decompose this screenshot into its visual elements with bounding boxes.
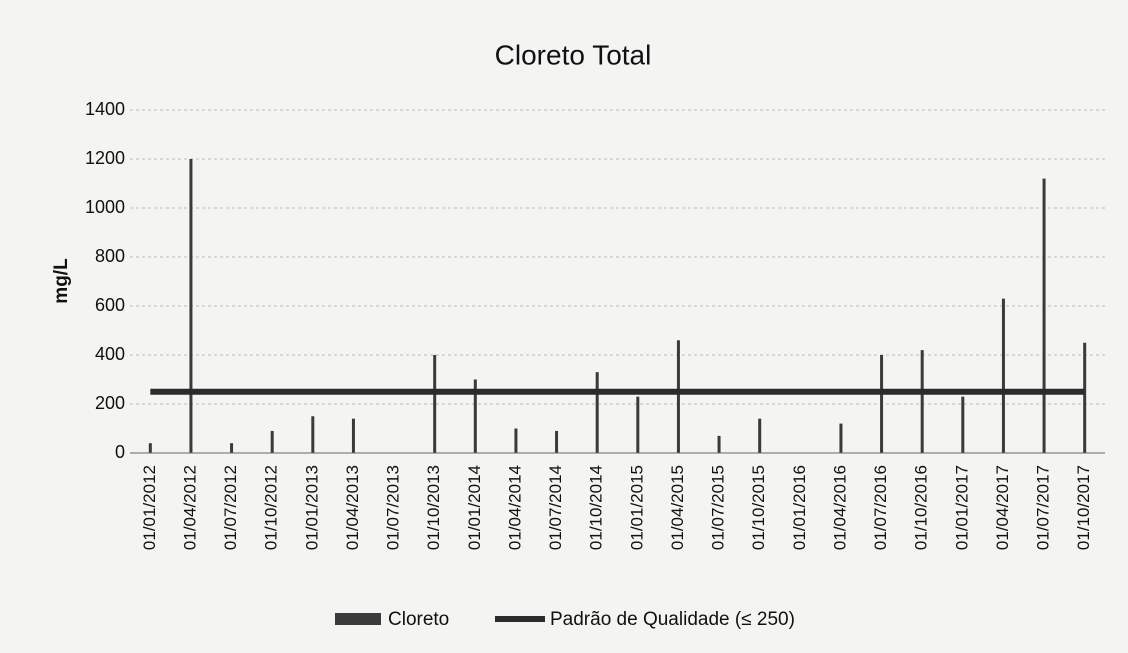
bar bbox=[514, 428, 518, 453]
y-tick-label: 200 bbox=[95, 393, 125, 413]
x-tick-label: 01/07/2017 bbox=[1034, 465, 1053, 550]
x-tick-label: 01/01/2014 bbox=[465, 465, 484, 550]
bar bbox=[961, 396, 965, 453]
x-tick-label: 01/07/2015 bbox=[709, 465, 728, 550]
bar bbox=[148, 443, 152, 453]
x-tick-label: 01/01/2013 bbox=[302, 465, 321, 550]
bar bbox=[676, 340, 680, 453]
y-tick-label: 600 bbox=[95, 295, 125, 315]
bar bbox=[1001, 298, 1005, 453]
bar bbox=[270, 430, 274, 453]
y-tick-label: 1200 bbox=[85, 148, 125, 168]
y-tick-label: 800 bbox=[95, 246, 125, 266]
bar bbox=[351, 418, 355, 453]
bar bbox=[311, 416, 315, 453]
x-tick-label: 01/01/2016 bbox=[790, 465, 809, 550]
bar bbox=[717, 435, 721, 453]
x-tick-label: 01/04/2014 bbox=[505, 465, 524, 550]
bar bbox=[920, 350, 924, 453]
bar bbox=[473, 379, 477, 453]
x-tick-label: 01/10/2016 bbox=[912, 465, 931, 550]
bar bbox=[758, 418, 762, 453]
x-tick-label: 01/07/2012 bbox=[221, 465, 240, 550]
x-tick-label: 01/10/2017 bbox=[1074, 465, 1093, 550]
x-tick-label: 01/07/2014 bbox=[546, 465, 565, 550]
x-tick-label: 01/04/2012 bbox=[180, 465, 199, 550]
x-tick-label: 01/04/2015 bbox=[668, 465, 687, 550]
x-tick-label: 01/07/2013 bbox=[384, 465, 403, 550]
x-tick-label: 01/10/2012 bbox=[262, 465, 281, 550]
y-axis-label: mg/L bbox=[51, 258, 72, 304]
chart-title: Cloreto Total bbox=[495, 39, 652, 70]
x-tick-label: 01/01/2012 bbox=[140, 465, 159, 550]
x-tick-label: 01/10/2013 bbox=[424, 465, 443, 550]
x-tick-label: 01/01/2017 bbox=[952, 465, 971, 550]
x-tick-label: 01/07/2016 bbox=[871, 465, 890, 550]
y-tick-label: 1400 bbox=[85, 99, 125, 119]
bar bbox=[595, 372, 599, 453]
x-tick-label: 01/10/2015 bbox=[749, 465, 768, 550]
x-tick-label: 01/04/2017 bbox=[993, 465, 1012, 550]
bar bbox=[636, 396, 640, 453]
bar bbox=[1042, 178, 1046, 453]
legend-swatch bbox=[335, 613, 381, 625]
x-tick-label: 01/04/2016 bbox=[830, 465, 849, 550]
y-tick-label: 400 bbox=[95, 344, 125, 364]
y-tick-label: 0 bbox=[115, 442, 125, 462]
x-tick-label: 01/04/2013 bbox=[343, 465, 362, 550]
bar bbox=[555, 430, 559, 453]
bar bbox=[839, 423, 843, 453]
legend-label: Cloreto bbox=[388, 609, 449, 630]
bar bbox=[880, 355, 884, 453]
x-tick-label: 01/01/2015 bbox=[627, 465, 646, 550]
bar bbox=[230, 443, 234, 453]
legend-label: Padrão de Qualidade (≤ 250) bbox=[550, 609, 795, 630]
y-tick-label: 1000 bbox=[85, 197, 125, 217]
x-tick-label: 01/10/2014 bbox=[587, 465, 606, 550]
bar bbox=[189, 159, 193, 453]
bar bbox=[433, 355, 437, 453]
bar bbox=[1083, 342, 1087, 453]
